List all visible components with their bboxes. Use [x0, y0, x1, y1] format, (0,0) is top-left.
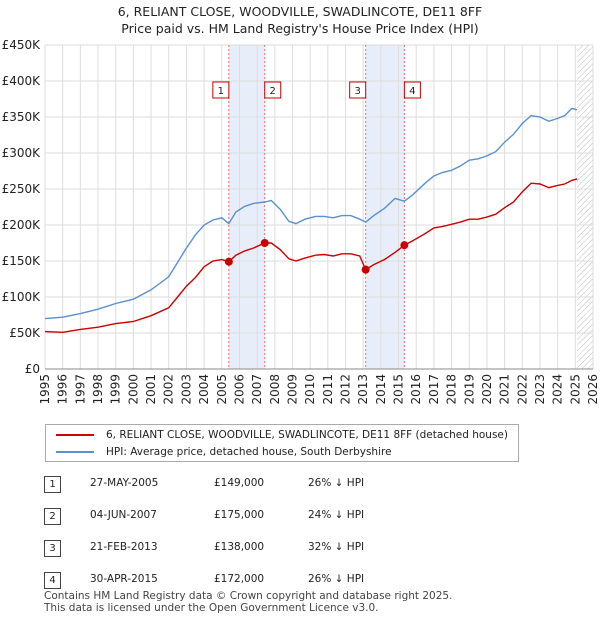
x-tick-label: 2020: [480, 374, 494, 405]
y-tick-label: £400K: [2, 74, 42, 88]
footer: Contains HM Land Registry data © Crown c…: [44, 590, 452, 614]
sale-number-badge: 1: [44, 476, 61, 493]
x-tick-label: 1996: [56, 374, 70, 405]
y-tick-label: £50K: [9, 326, 41, 340]
x-tick-label: 2012: [339, 374, 353, 405]
legend-swatch-hpi: [56, 451, 94, 453]
x-tick-label: 2015: [392, 374, 406, 405]
sale-price: £149,000: [214, 477, 265, 489]
sale-marker-number: 1: [218, 86, 224, 97]
highlight-band: [228, 45, 265, 369]
sale-marker-number: 4: [409, 86, 415, 97]
sale-price: £175,000: [214, 509, 265, 521]
sale-row: 4 30-APR-2015 £172,000 26% ↓ HPI: [42, 568, 462, 600]
sale-point: [400, 241, 409, 250]
legend-swatch-property: [56, 434, 94, 436]
sale-marker-box: [403, 81, 421, 99]
x-tick-label: 1997: [73, 374, 87, 405]
x-tick-label: 2019: [462, 374, 476, 405]
y-tick-label: £450K: [2, 38, 42, 52]
x-tick-label: 2014: [374, 374, 388, 405]
y-tick-label: £100K: [2, 290, 42, 304]
sale-marker-number: 3: [354, 86, 360, 97]
x-tick-label: 2004: [197, 374, 211, 405]
sale-number-badge: 3: [44, 540, 61, 557]
x-tick-label: 2025: [568, 374, 582, 405]
x-tick-label: 2016: [409, 374, 423, 405]
property-price-line: [44, 178, 578, 334]
sale-number-badge: 4: [44, 572, 61, 589]
y-tick-label: £300K: [2, 146, 42, 160]
plot-background: [45, 45, 593, 369]
sale-row: 2 04-JUN-2007 £175,000 24% ↓ HPI: [42, 504, 462, 536]
sale-marker-label: 3: [349, 81, 367, 99]
sale-date: 21-FEB-2013: [90, 541, 158, 553]
sale-price: £172,000: [214, 573, 265, 585]
x-tick-label: 2010: [303, 374, 317, 405]
x-tick-label: 2007: [250, 374, 264, 405]
chart-title: 6, RELIANT CLOSE, WOODVILLE, SWADLINCOTE…: [0, 3, 600, 37]
title-line-1: 6, RELIANT CLOSE, WOODVILLE, SWADLINCOTE…: [117, 4, 483, 19]
y-tick-label: £200K: [2, 218, 42, 232]
title-line-2: Price paid vs. HM Land Registry's House …: [121, 21, 479, 36]
x-tick-label: 2021: [498, 374, 512, 405]
x-tick-label: 2002: [162, 374, 176, 405]
x-tick-label: 1998: [91, 374, 105, 405]
x-tick-label: 2008: [268, 374, 282, 405]
forecast-region: [577, 45, 593, 369]
x-tick-label: 2013: [356, 374, 370, 405]
y-tick-label: £350K: [2, 110, 42, 124]
x-tick-label: 2011: [321, 374, 335, 405]
sale-date: 27-MAY-2005: [90, 477, 159, 489]
sales-table: 1 27-MAY-2005 £149,000 26% ↓ HPI 2 04-JU…: [42, 472, 462, 600]
hpi-line: [44, 107, 578, 320]
sale-point: [361, 265, 370, 274]
x-tick-label: 2023: [533, 374, 547, 405]
sale-marker-label: 4: [403, 81, 421, 99]
x-tick-label: 1999: [109, 374, 123, 405]
sale-point: [224, 257, 233, 266]
x-tick-label: 2001: [144, 374, 158, 405]
legend-item-hpi: HPI: Average price, detached house, Sout…: [56, 444, 392, 460]
sale-hpi-diff: 26% ↓ HPI: [308, 573, 365, 585]
x-tick-label: 2017: [427, 374, 441, 405]
sale-point: [260, 239, 269, 247]
x-tick-label: 2005: [215, 374, 229, 405]
x-tick-label: 1995: [38, 374, 52, 405]
sale-marker-box: [212, 81, 230, 99]
sale-row: 1 27-MAY-2005 £149,000 26% ↓ HPI: [42, 472, 462, 504]
sale-marker-label: 1: [212, 81, 230, 99]
footer-line-2: This data is licensed under the Open Gov…: [44, 602, 379, 614]
sale-date: 30-APR-2015: [90, 573, 158, 585]
sale-marker-number: 2: [270, 86, 276, 97]
price-chart: 1 2 3 4 £0 £50K £100K £150K £200K £250K £300K £350…: [2, 38, 600, 405]
legend: 6, RELIANT CLOSE, WOODVILLE, SWADLINCOTE…: [45, 424, 519, 462]
sale-date: 04-JUN-2007: [90, 509, 157, 521]
y-tick-label: £250K: [2, 182, 42, 196]
legend-label-hpi: HPI: Average price, detached house, Sout…: [106, 446, 392, 458]
x-tick-label: 2018: [445, 374, 459, 405]
x-tick-label: 2022: [515, 374, 529, 405]
sale-row: 3 21-FEB-2013 £138,000 32% ↓ HPI: [42, 536, 462, 568]
footer-line-1: Contains HM Land Registry data © Crown c…: [44, 590, 453, 602]
x-tick-label: 2024: [551, 374, 565, 405]
x-tick-label: 2026: [586, 374, 600, 405]
sale-hpi-diff: 24% ↓ HPI: [308, 509, 365, 521]
sale-marker-box: [349, 81, 367, 99]
x-tick-label: 2006: [232, 374, 246, 405]
y-tick-label: £0: [25, 362, 40, 376]
sale-hpi-diff: 32% ↓ HPI: [308, 541, 365, 553]
sale-number-badge: 2: [44, 508, 61, 525]
sale-marker-label: 2: [264, 81, 282, 99]
sale-price: £138,000: [214, 541, 265, 553]
x-tick-label: 2009: [285, 374, 299, 405]
x-tick-label: 2000: [126, 374, 140, 405]
legend-label-property: 6, RELIANT CLOSE, WOODVILLE, SWADLINCOTE…: [106, 429, 508, 441]
legend-item-property: 6, RELIANT CLOSE, WOODVILLE, SWADLINCOTE…: [56, 427, 508, 443]
x-tick-label: 2003: [179, 374, 193, 405]
sale-marker-box: [264, 81, 282, 99]
sale-hpi-diff: 26% ↓ HPI: [308, 477, 365, 489]
y-tick-label: £150K: [2, 254, 42, 268]
